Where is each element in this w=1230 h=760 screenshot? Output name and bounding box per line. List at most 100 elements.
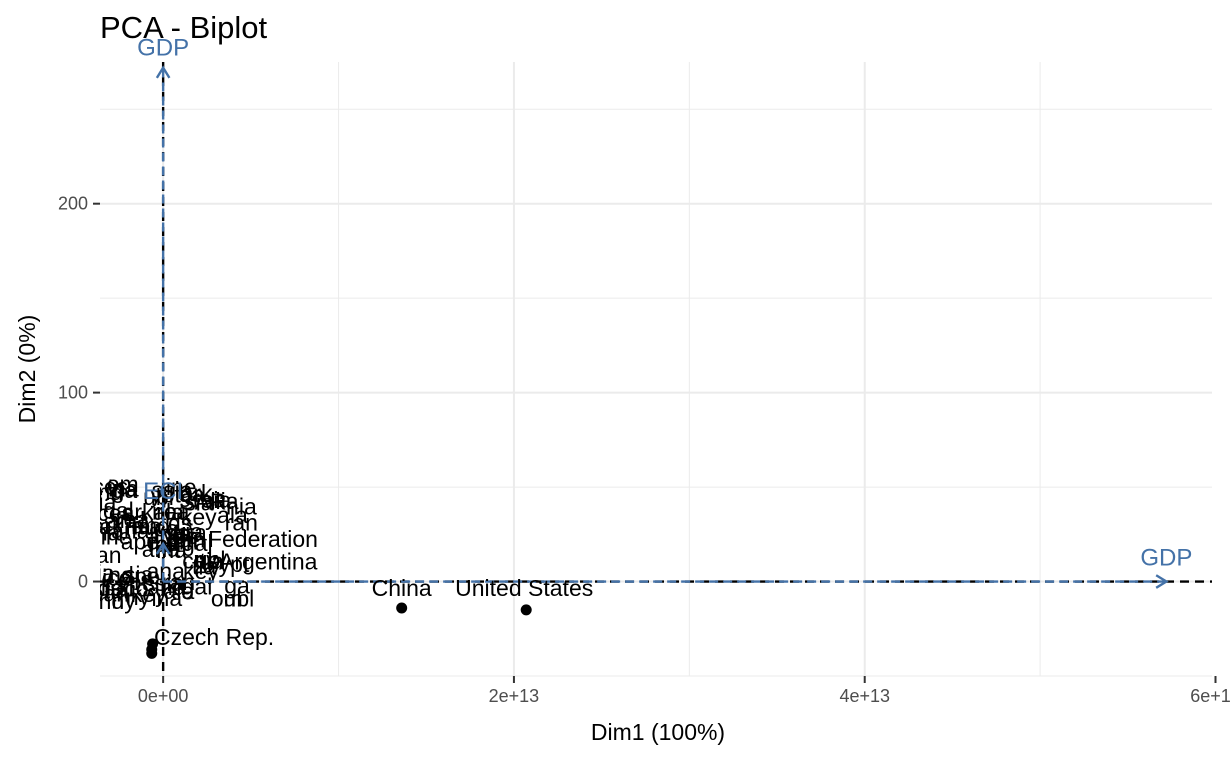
clutter-label: ico <box>102 565 131 591</box>
clutter-label: ark <box>181 480 213 506</box>
clutter-label: ark <box>92 513 124 539</box>
clutter-label: ces <box>182 547 218 573</box>
variable-vector-arrowhead <box>155 65 171 79</box>
clutter-label: ico <box>119 575 148 601</box>
y-tick-label: 100 <box>58 383 88 403</box>
clutter-label: and <box>147 574 185 600</box>
clutter-label: ilia <box>210 488 238 514</box>
clutter-label: ala <box>153 499 184 525</box>
observation-label: China <box>372 575 432 601</box>
clutter-label: om <box>211 585 243 611</box>
clutter-label: ina <box>151 585 182 611</box>
clutter-label: ga <box>112 477 138 503</box>
clutter-label: ine <box>154 520 185 546</box>
axes: 0e+00 2e+13 4e+13 6e+13 0 100 200 <box>58 194 1230 706</box>
clutter-label: rea <box>116 506 149 532</box>
clutter-label: om <box>166 529 198 555</box>
clutter-label: ubl <box>195 547 226 573</box>
clutter-label: gal <box>182 574 213 600</box>
clutter-label: gal <box>182 530 213 556</box>
clutter-label: via <box>87 489 117 515</box>
observation-point <box>396 602 408 614</box>
clutter-label: and <box>107 507 145 533</box>
clutter-label: ces <box>92 474 128 500</box>
clutter-label: ubl <box>224 585 255 611</box>
clutter-label: ria <box>125 513 151 539</box>
y-tick-label: 200 <box>58 194 88 214</box>
variable-label: GDP <box>137 35 189 62</box>
clutter-label: ssia <box>152 477 193 503</box>
observation-label: United States <box>455 575 593 601</box>
clutter-label: sia <box>124 562 154 588</box>
y-tick-label: 0 <box>78 572 88 592</box>
chart-title: PCA - Biplot <box>100 10 268 45</box>
clutter-label: ces <box>97 500 133 526</box>
clutter-label: ark <box>122 499 154 525</box>
clutter-label: pan <box>167 526 205 552</box>
minor-grid <box>100 62 1212 677</box>
clutter-label: ina <box>156 537 187 563</box>
clutter-label: ape <box>122 563 160 589</box>
clutter-label: ypt <box>219 551 250 577</box>
x-axis-title: Dim1 (100%) <box>591 719 725 745</box>
clutter-label: tia <box>192 553 217 579</box>
clutter-label: ubl <box>143 484 174 510</box>
observation-point <box>520 604 532 616</box>
clutter-label: rea <box>193 487 226 513</box>
clutter-label: ssia <box>166 520 207 546</box>
clutter-label: om <box>107 471 139 497</box>
clutter-label: nia <box>131 513 162 539</box>
clutter-label: via <box>174 518 204 544</box>
clutter-label: key <box>183 558 219 584</box>
clutter-label: ana <box>111 517 150 543</box>
overlapping-label-cluster: inacesraniliassiaapearkreasiaomgaublinen… <box>83 471 258 614</box>
observation-label: SAR <box>179 489 226 515</box>
clutter-label: ny <box>126 584 151 610</box>
clutter-label: ina <box>108 475 139 501</box>
variable-vector-arrowhead <box>1155 574 1169 589</box>
observation-point <box>146 647 158 659</box>
clutter-label: gal <box>103 497 134 523</box>
clutter-label: ape <box>146 523 184 549</box>
clutter-label: sia <box>202 487 232 513</box>
clutter-label: ala <box>217 502 248 528</box>
clutter-label: ny <box>193 546 218 572</box>
observation-label: Federation <box>208 526 318 552</box>
clutter-label: ria <box>152 498 178 524</box>
clutter-label: pan <box>91 580 129 606</box>
x-tick-label: 0e+00 <box>138 686 189 706</box>
clutter-label: ilia <box>96 575 124 601</box>
x-tick-label: 4e+13 <box>839 686 890 706</box>
clutter-label: nd <box>108 562 134 588</box>
clutter-label: tia <box>200 548 225 574</box>
clutter-label: ine <box>101 523 132 549</box>
clutter-label: ga <box>179 481 205 507</box>
reference-lines <box>100 62 1212 676</box>
clutter-label: rea <box>156 499 189 525</box>
observation-points: China United States Czech Rep. SAR Federatio… <box>146 489 593 659</box>
clutter-label: nia <box>226 493 257 519</box>
x-tick-label: 2e+13 <box>489 686 540 706</box>
x-tick-label: 6e+13 <box>1190 686 1230 706</box>
variable-label: GDP <box>1140 545 1192 572</box>
clutter-label: pan <box>83 542 121 568</box>
clutter-label: via <box>162 521 192 547</box>
clutter-label: ny <box>111 587 136 613</box>
clutter-label: ypt <box>150 482 181 508</box>
major-grid <box>100 62 1212 676</box>
clutter-label: ran <box>225 509 258 535</box>
clutter-label: ria <box>86 514 112 540</box>
clutter-label: key <box>131 581 167 607</box>
clutter-label: nd <box>99 588 125 614</box>
clutter-label: key <box>181 504 217 530</box>
variable-vector-arrowhead <box>155 541 171 555</box>
clutter-label: ds <box>174 523 198 549</box>
clutter-label: ina <box>90 520 121 546</box>
observation-label: Argentina <box>219 548 318 574</box>
clutter-label: ine <box>166 474 197 500</box>
y-axis-title: Dim2 (0%) <box>14 315 40 424</box>
clutter-label: ape <box>121 529 159 555</box>
observation-label: Czech Rep. <box>154 624 274 650</box>
